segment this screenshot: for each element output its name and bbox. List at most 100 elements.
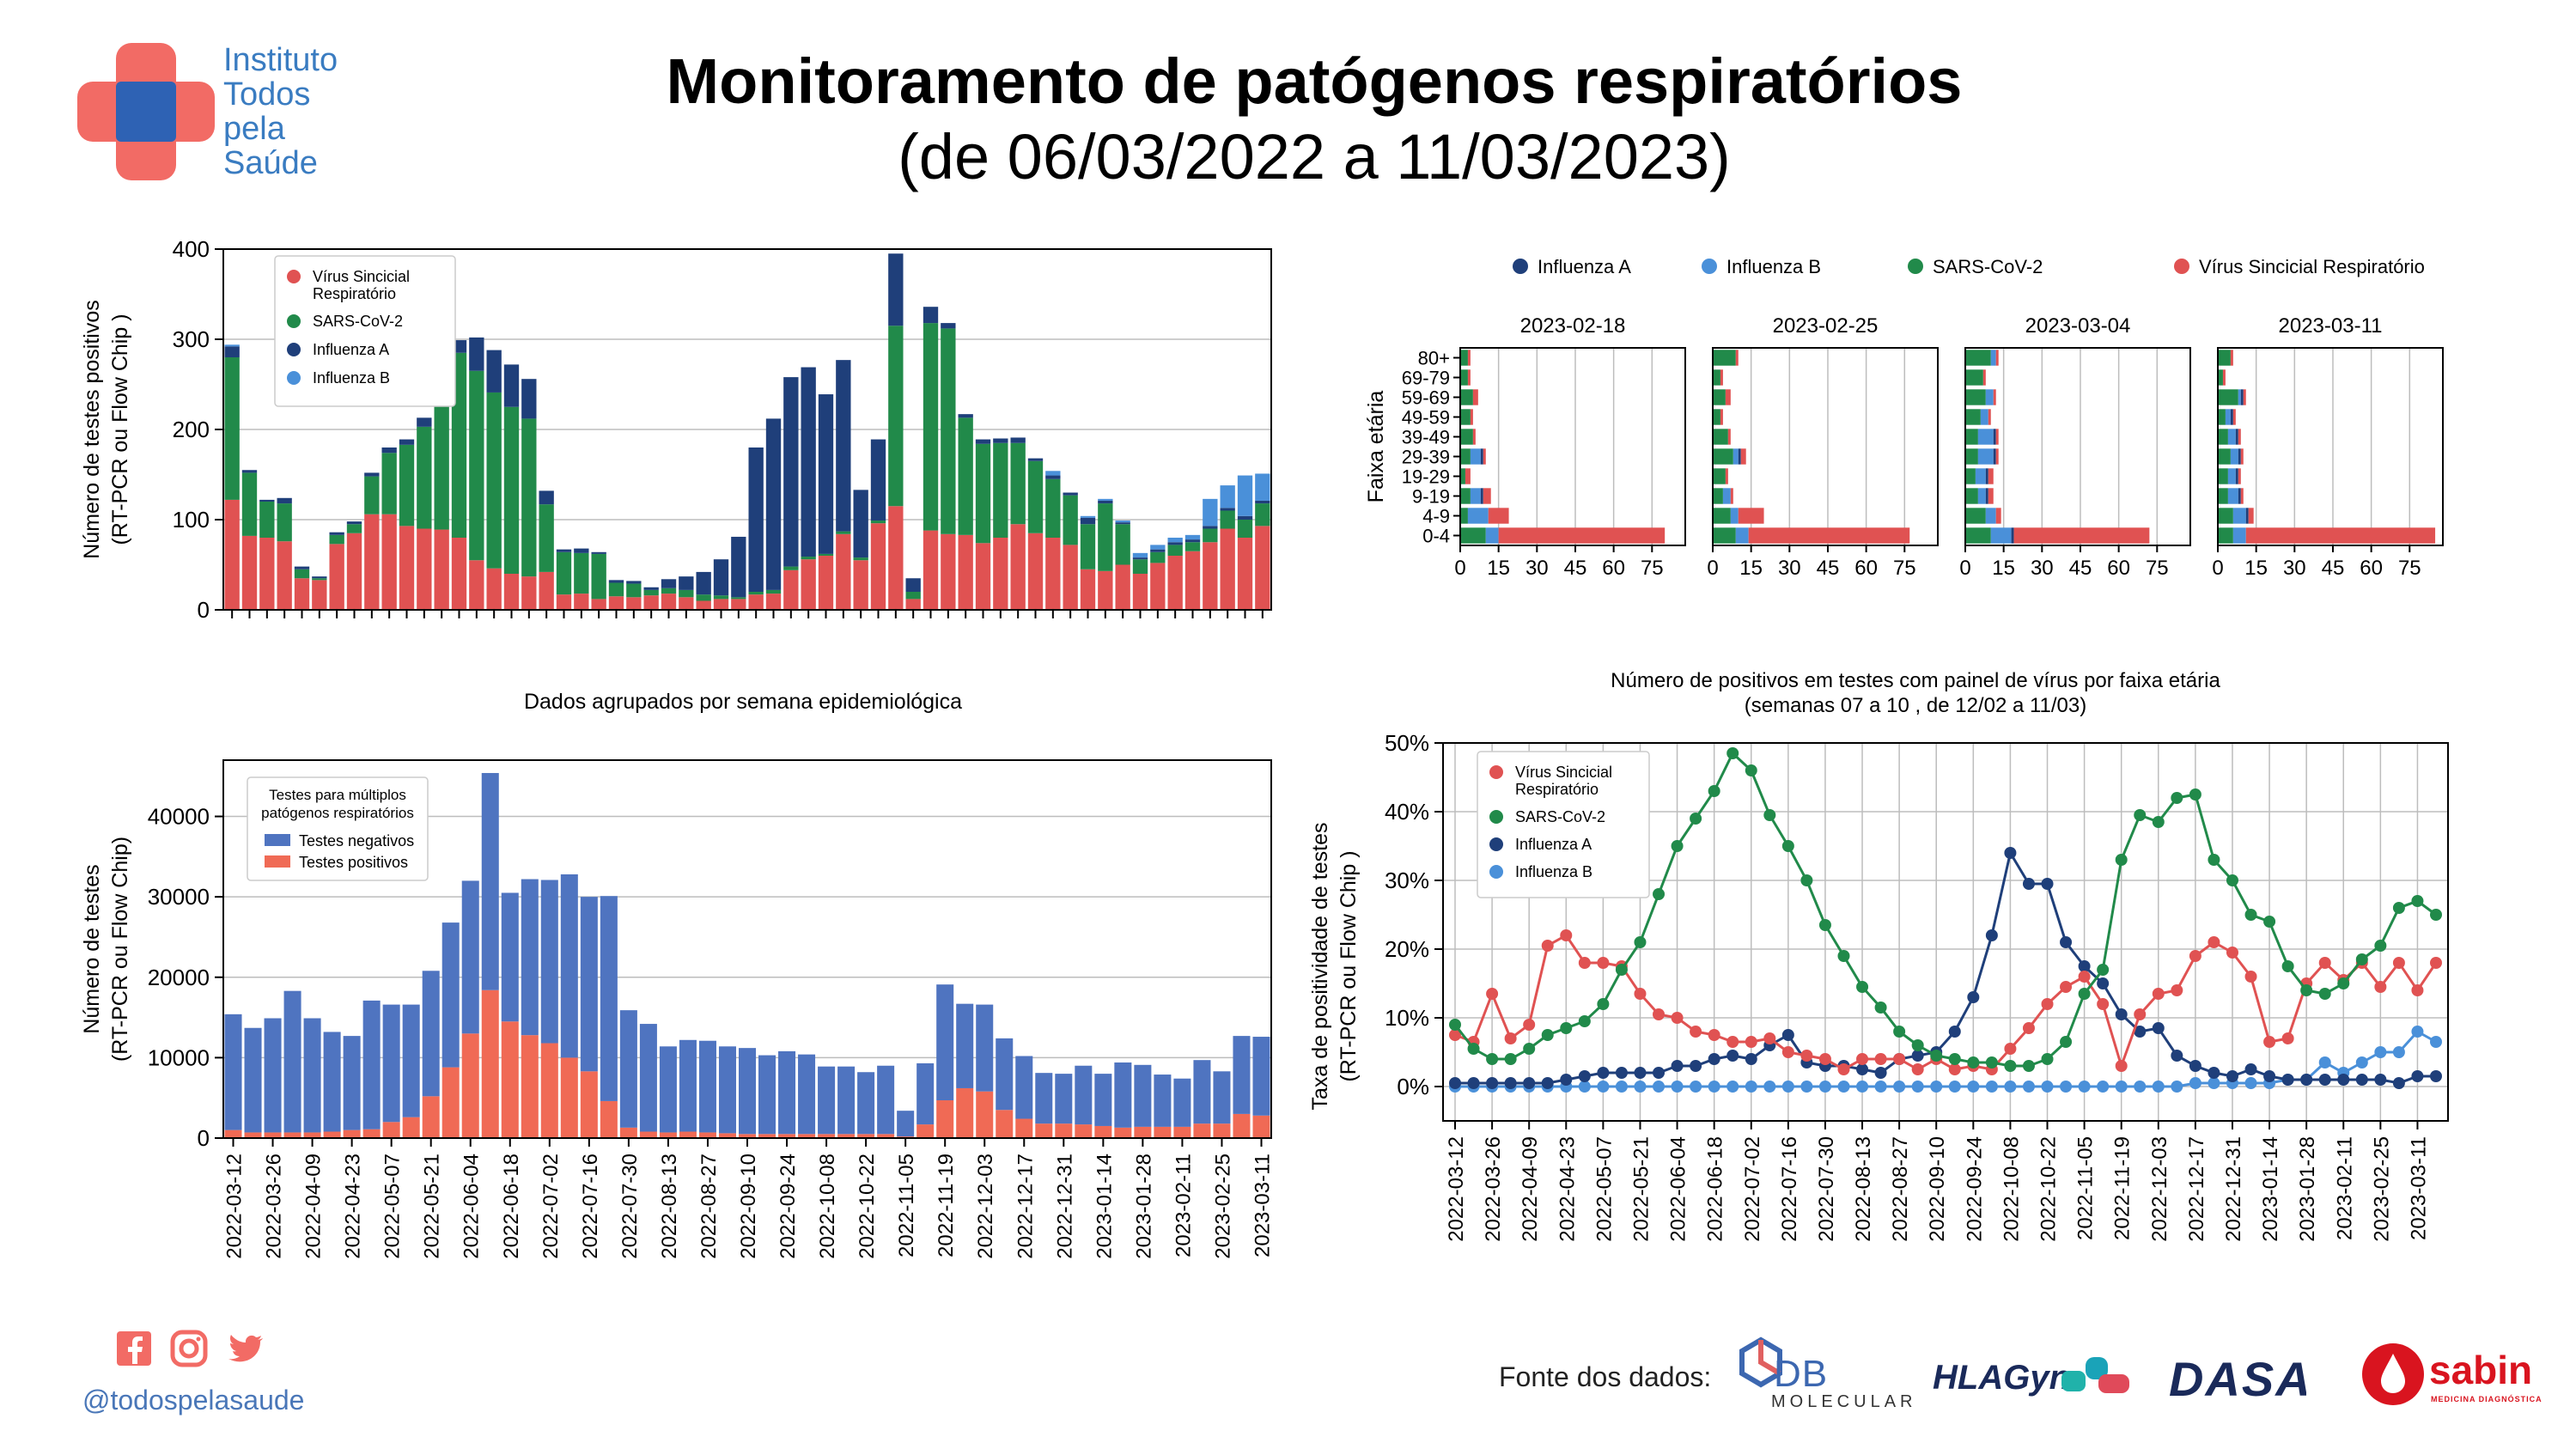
point-2 [2392,1077,2405,1089]
bar-0 [765,594,782,610]
point-3 [1745,1081,1757,1093]
bar-1 [783,566,799,570]
point-0 [1634,988,1647,1000]
x-tick-label: 2022-11-05 [895,1154,918,1257]
bar-0 [941,533,956,610]
bar-0 [1114,1127,1132,1138]
bar-0 [696,600,711,610]
chart-subtitle: (semanas 07 a 10 , de 12/02 a 11/03) [1745,694,2087,717]
legend-swatch [265,834,290,846]
bar-2 [486,350,502,393]
bar-2 [556,549,572,552]
bar-2 [731,536,746,598]
bar-1 [481,772,499,990]
bar-1 [923,323,939,531]
bar-0 [1173,1126,1191,1138]
bar-1 [1098,503,1113,571]
bar-sars [1460,488,1471,504]
x-tick-label: 30 [2031,557,2054,580]
bar-sars [1460,350,1468,366]
bar-0 [259,538,275,610]
point-0 [2281,1032,2294,1044]
bar-0 [264,1132,282,1138]
bar-0 [877,1134,895,1138]
bar-0 [1167,556,1183,610]
bar-0 [1010,524,1026,610]
point-2 [1985,929,1998,941]
bar-0 [679,1131,697,1138]
bar-2 [1237,515,1253,520]
point-0 [1486,988,1499,1000]
x-tick-label: 0 [1454,557,1465,580]
bar-fluB [1985,389,1994,405]
point-1 [1523,1043,1536,1055]
bar-rsv [1727,429,1731,445]
point-0 [2263,1036,2276,1048]
legend-label: Vírus Sincicial [1515,764,1612,781]
bar-0 [857,1134,875,1138]
facebook-icon[interactable] [117,1331,151,1366]
bar-1 [1134,1064,1152,1127]
instagram-icon[interactable] [170,1330,208,1367]
y-tick-label: 0% [1397,1074,1429,1099]
point-0 [1653,1008,1666,1020]
point-2 [1541,1077,1554,1089]
y-axis-label-2: (RT-PCR ou Flow Chip ) [108,314,132,545]
bar-0 [836,533,851,610]
x-tick-label: 2022-12-03 [2148,1136,2171,1242]
x-tick-label: 75 [1641,557,1664,580]
point-0 [1708,1029,1720,1041]
bar-rsv [1498,527,1666,544]
sponsor-sabin: sabin MEDICINA DIAGNÓSTICA [2360,1342,2549,1419]
bar-0 [936,1100,954,1138]
bar-fluA [1985,488,1988,504]
bar-sars [2218,508,2233,524]
point-3 [2152,1081,2165,1093]
point-3 [2115,1081,2128,1093]
legend-marker [2174,259,2189,274]
bar-1 [364,476,380,514]
point-0 [2208,936,2220,948]
bar-1 [1203,528,1218,543]
bar-1 [1173,1078,1191,1127]
point-1 [1615,964,1628,976]
bar-fluA [1480,488,1483,504]
point-1 [2208,854,2220,866]
point-3 [2022,1081,2035,1093]
y-tick-label: 10000 [148,1044,210,1070]
bar-fluB [2227,488,2238,504]
bar-2 [923,307,939,324]
bar-sars [1965,448,1978,465]
bar-3 [1150,545,1166,550]
point-0 [1818,1053,1831,1065]
legend-marker [1489,810,1503,824]
bar-2 [1098,500,1113,504]
point-3 [1985,1081,1998,1093]
bar-sars [2218,468,2228,484]
bar-3 [1255,473,1270,501]
point-3 [2189,1077,2201,1089]
social-handle[interactable]: @todospelasaude [82,1385,305,1416]
bar-0 [956,1087,974,1138]
bar-2 [1203,526,1218,529]
twitter-icon[interactable] [228,1335,263,1362]
bar-fluB [1733,448,1739,465]
y-tick-label: 300 [173,326,210,352]
y-tick-label: 30000 [148,884,210,910]
bar-2 [539,490,554,505]
x-tick-label: 2022-12-17 [1014,1154,1037,1259]
bar-2 [870,439,886,521]
bar-0 [417,528,432,610]
bar-0 [643,595,659,610]
bar-2 [574,548,589,553]
bar-0 [626,597,642,610]
bar-1 [958,417,973,535]
bar-0 [1150,563,1166,610]
bar-fluB [1977,448,1994,465]
x-tick-label: 2023-01-28 [2296,1136,2319,1242]
point-3 [2171,1081,2183,1093]
point-2 [2318,1074,2331,1086]
point-1 [1578,1015,1591,1027]
point-2 [2171,1050,2183,1062]
bar-1 [556,551,572,595]
